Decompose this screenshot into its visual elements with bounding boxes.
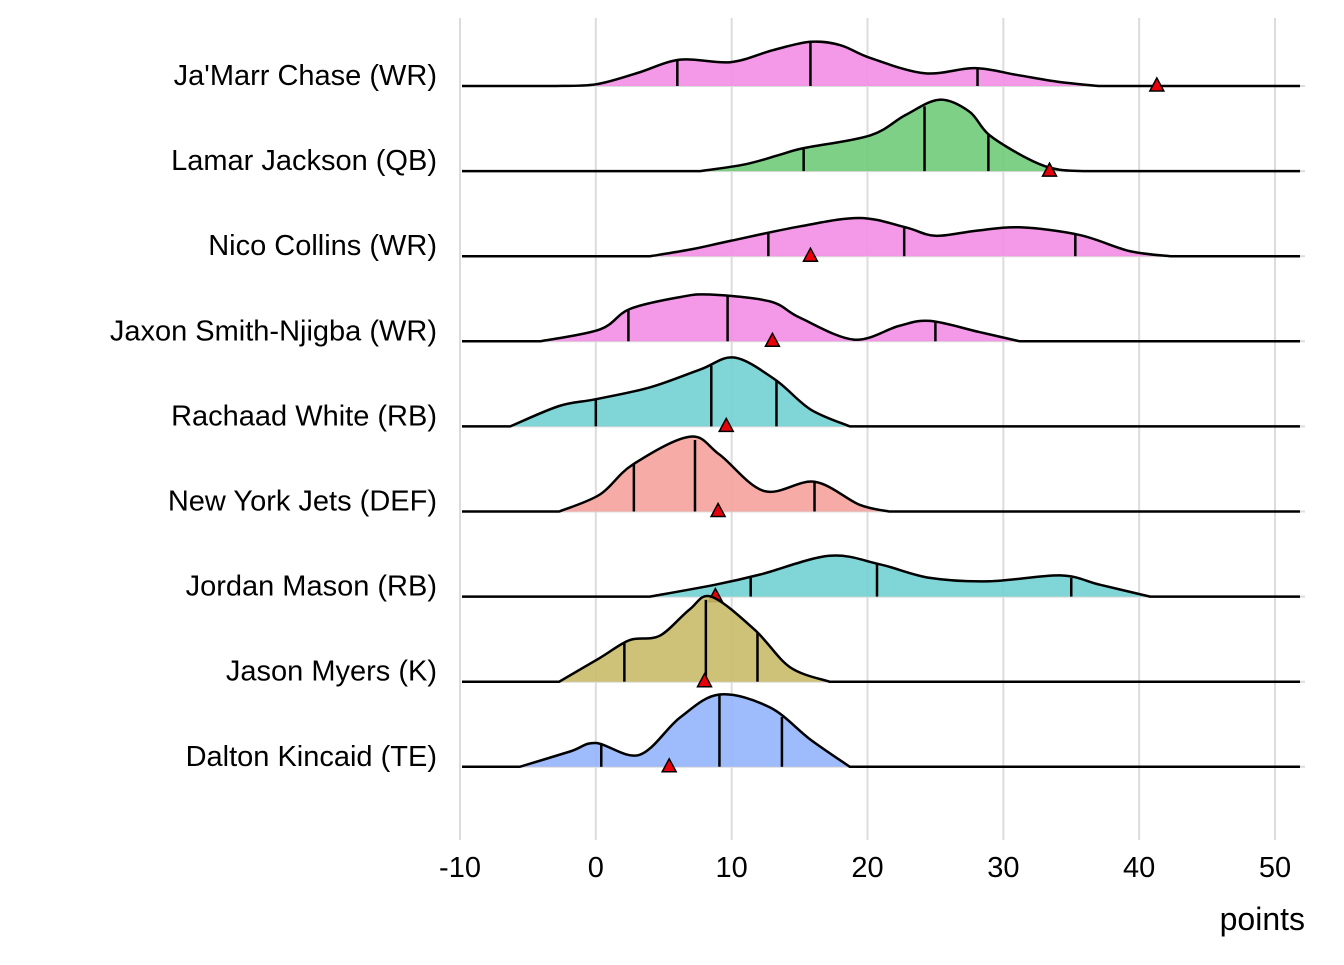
ridge [462, 554, 1300, 603]
x-axis-ticks: -10 0 10 20 30 40 50 [439, 852, 1291, 884]
density-outline [462, 435, 1300, 513]
ridge [462, 293, 1300, 348]
density-outline [462, 693, 1300, 769]
actual-points-marker [1148, 76, 1166, 92]
ridge [462, 356, 1300, 433]
density-fill [650, 217, 1171, 257]
x-tick-label: -10 [439, 852, 481, 884]
ridge [462, 594, 1300, 688]
density-outline [462, 216, 1300, 258]
ridge [462, 40, 1300, 92]
ridge [462, 693, 1300, 773]
actual-points-marker [709, 501, 727, 518]
ridge [462, 435, 1300, 518]
player-label: Jason Myers (K) [226, 656, 437, 688]
actual-points-marker [696, 672, 713, 688]
actual-points-marker [1041, 161, 1058, 177]
player-label: Rachaad White (RB) [171, 400, 437, 432]
density-outline [462, 98, 1300, 173]
player-label: Nico Collins (WR) [208, 230, 437, 262]
x-tick-label: 20 [851, 852, 883, 884]
player-label: Lamar Jackson (QB) [171, 145, 437, 177]
actual-points-marker [764, 331, 781, 348]
player-label: Jaxon Smith-Njigba (WR) [110, 315, 437, 347]
y-axis-labels: Ja'Marr Chase (WR) Lamar Jackson (QB) Nico… [110, 60, 437, 773]
actual-points-marker [802, 246, 819, 262]
density-fill [555, 41, 1099, 86]
x-tick-label: 30 [987, 852, 1019, 884]
density-fill [510, 357, 850, 427]
x-axis-title: points [1220, 901, 1305, 937]
x-tick-label: 40 [1123, 852, 1155, 884]
density-fill [559, 595, 830, 682]
player-label: Jordan Mason (RB) [186, 571, 437, 603]
density-outline [462, 40, 1300, 88]
player-label: Dalton Kincaid (TE) [186, 741, 437, 773]
density-outline [462, 356, 1300, 428]
actual-points-marker [660, 757, 678, 773]
x-tick-label: 10 [716, 852, 748, 884]
ridges [462, 40, 1300, 773]
x-tick-label: 50 [1259, 852, 1291, 884]
density-outline [462, 554, 1300, 598]
density-fill [650, 555, 1151, 597]
density-outline [462, 293, 1300, 343]
ridge [462, 216, 1300, 262]
actual-points-marker [717, 416, 735, 433]
player-label: New York Jets (DEF) [168, 486, 437, 518]
x-tick-label: 0 [588, 852, 604, 884]
density-fill [559, 436, 890, 512]
density-outline [462, 594, 1300, 683]
density-fill [540, 294, 1020, 342]
player-label: Ja'Marr Chase (WR) [174, 60, 437, 92]
ridge [462, 98, 1300, 177]
